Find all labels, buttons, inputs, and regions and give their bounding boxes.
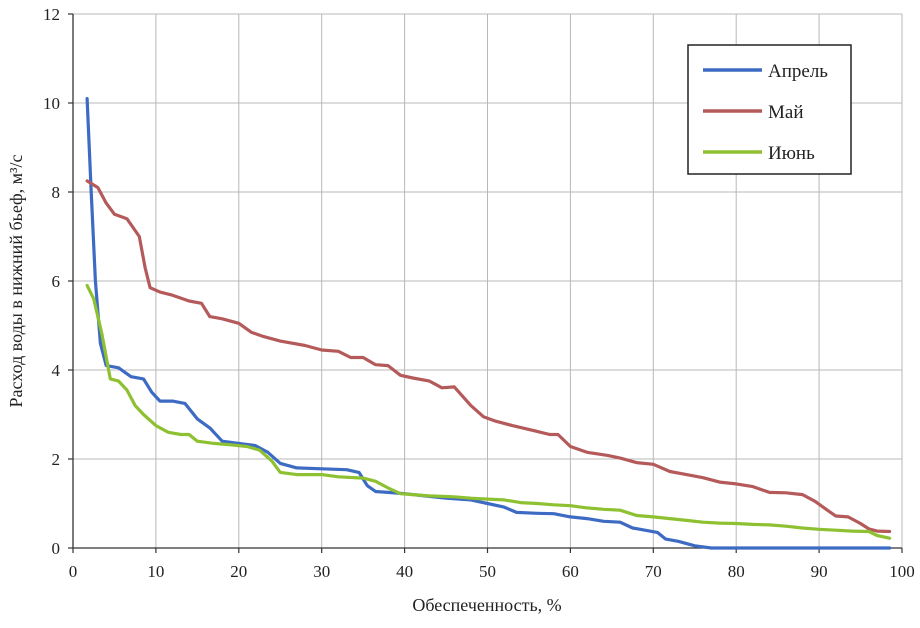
x-tick-label: 90 xyxy=(811,562,828,581)
tick-labels: 0 10 20 30 40 50 60 70 80 90 100 0 2 4 6 8 10 12 xyxy=(43,5,915,581)
y-tick-label: 0 xyxy=(52,539,61,558)
legend-label: Апрель xyxy=(768,61,828,82)
y-tick-label: 2 xyxy=(52,450,61,469)
x-tick-label: 80 xyxy=(728,562,745,581)
x-tick-label: 60 xyxy=(562,562,579,581)
x-tick-label: 30 xyxy=(313,562,330,581)
x-tick-label: 0 xyxy=(69,562,78,581)
series-line-3 xyxy=(85,283,892,540)
legend-label: Июнь xyxy=(768,143,815,164)
x-tick-label: 40 xyxy=(396,562,413,581)
y-axis-title: Расход воды в нижний бьеф, м³/с xyxy=(6,155,26,408)
x-tick-label: 50 xyxy=(479,562,496,581)
y-tick-label: 10 xyxy=(43,94,60,113)
y-tick-label: 12 xyxy=(43,5,60,24)
grid xyxy=(73,13,903,548)
legend-label: Май xyxy=(768,102,804,123)
x-tick-label: 10 xyxy=(147,562,164,581)
series-line-1 xyxy=(85,96,892,550)
y-tick-label: 8 xyxy=(52,183,61,202)
x-tick-label: 70 xyxy=(645,562,662,581)
x-axis-title: Обеспеченность, % xyxy=(412,595,561,615)
y-tick-label: 4 xyxy=(52,361,61,380)
legend: Апрель Май Июнь xyxy=(687,44,852,175)
x-tick-label: 20 xyxy=(230,562,247,581)
series-line-2 xyxy=(85,179,892,534)
series-lines xyxy=(85,96,892,550)
y-tick-label: 6 xyxy=(52,272,61,291)
x-tick-label: 100 xyxy=(889,562,915,581)
